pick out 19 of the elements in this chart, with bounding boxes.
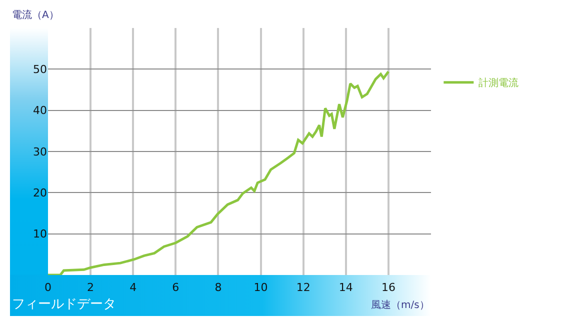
x-tick-label: 4 (130, 281, 137, 294)
x-tick-label: 6 (172, 281, 180, 294)
x-tick-label: 12 (296, 281, 310, 294)
x-tick-label: 10 (254, 281, 268, 294)
y-axis-title: 電流（A） (12, 9, 59, 21)
x-tick-label: 14 (338, 281, 353, 294)
line-series (48, 70, 390, 275)
y-tick-label: 10 (33, 228, 47, 241)
y-tick-label: 30 (33, 145, 47, 158)
y-tick-label: 50 (33, 63, 47, 76)
x-tick-label: 16 (381, 281, 396, 294)
x-tick-label: 8 (214, 281, 222, 294)
text: フィールドデータ (12, 297, 116, 312)
x-tick-label: 2 (87, 281, 94, 294)
x-axis-title: 風速（m/s） (371, 299, 430, 311)
legend-label: 計測電流 (478, 77, 519, 90)
y-tick-label: 20 (33, 186, 47, 200)
y-tick-label: 40 (33, 104, 47, 118)
x-tick-label: 0 (44, 281, 52, 294)
